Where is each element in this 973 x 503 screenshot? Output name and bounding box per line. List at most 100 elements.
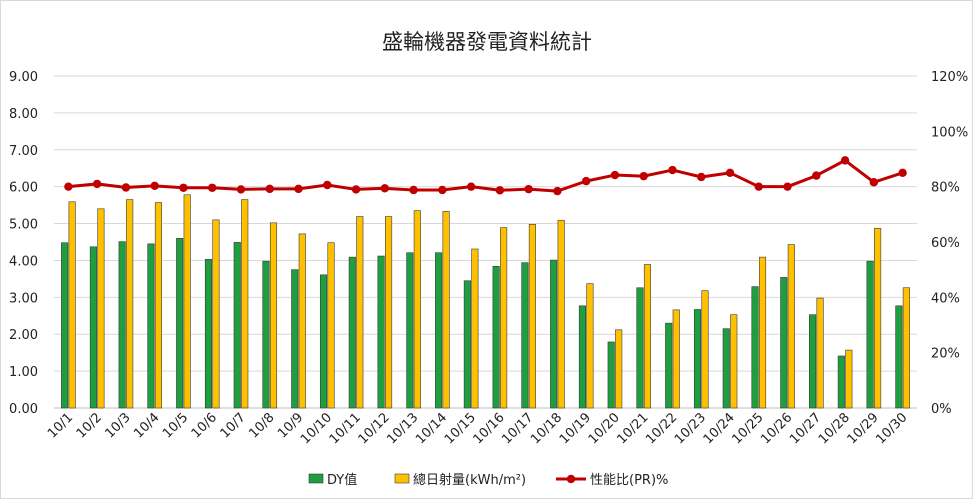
irradiance-bar: [758, 256, 767, 409]
dy-bar: [233, 242, 241, 409]
dy-bar: [866, 260, 874, 409]
irradiance-bar: [298, 233, 306, 409]
pr-point: [553, 186, 562, 196]
dy-bar: [147, 243, 155, 409]
dy-bar: [176, 238, 184, 409]
irradiance-bar: [154, 202, 162, 409]
pr-point: [812, 171, 821, 180]
pr-point: [92, 179, 102, 189]
irradiance-bar: [701, 290, 709, 409]
right-tick-label: 80%: [931, 181, 960, 196]
dy-bar: [550, 259, 558, 409]
right-axis-ticks: 0% 20% 40% 60% 80% 100% 120%: [931, 70, 968, 417]
right-tick-label: 60%: [931, 236, 960, 251]
dy-bar: [693, 309, 702, 409]
irradiance-bar: [442, 211, 450, 409]
irradiance-bar: [241, 199, 249, 409]
legend-swatch: [308, 473, 324, 484]
irradiance-bar: [672, 309, 680, 409]
irradiance-bar: [816, 297, 824, 409]
pr-point: [438, 185, 447, 195]
dy-bar: [492, 266, 500, 409]
irradiance-bar: [356, 216, 364, 409]
irradiance-bar: [586, 283, 594, 409]
dy-bar: [636, 287, 644, 409]
pr-point: [294, 184, 303, 194]
right-tick-label: 120%: [931, 70, 968, 85]
irradiance-bar: [787, 244, 795, 409]
legend-label: 性能比(PR)%: [590, 473, 668, 488]
dy-bar: [61, 242, 69, 409]
left-axis-ticks: 0.00 1.00 2.00 3.00 4.00 5.00 6.00 7.00 8.00 9.00: [9, 70, 38, 417]
irradiance-bar: [500, 227, 508, 409]
irradiance-bar: [212, 219, 220, 409]
legend-label: DY值: [327, 472, 357, 488]
pr-point: [351, 185, 361, 194]
irradiance-bar: [902, 287, 910, 409]
irradiance-bar: [413, 210, 421, 409]
pr-point: [150, 181, 159, 191]
chart-title: 盛輪機器發電資料統計: [382, 30, 592, 54]
irradiance-bar: [183, 194, 191, 409]
irradiance-bar: [528, 223, 536, 409]
bar-series: [61, 194, 910, 409]
dy-bar: [607, 341, 615, 409]
pr-point: [898, 168, 907, 178]
dy-bar: [837, 355, 845, 409]
irradiance-bar: [730, 314, 738, 409]
pr-point: [121, 183, 131, 192]
irradiance-bar: [557, 219, 565, 409]
pr-line: [68, 158, 904, 193]
dy-bar: [319, 274, 328, 409]
irradiance-bar: [126, 199, 134, 409]
left-tick-label: 1.00: [9, 365, 38, 380]
dy-bar: [262, 260, 270, 409]
dy-bar: [751, 286, 759, 409]
irradiance-bar: [471, 248, 479, 409]
left-tick-label: 7.00: [9, 144, 38, 159]
legend-label: 總日射量(kWh/m²): [413, 472, 526, 488]
left-tick-label: 4.00: [9, 254, 38, 269]
line-series: [64, 156, 907, 196]
dy-bar: [463, 280, 471, 409]
irradiance-bar: [269, 222, 278, 409]
dy-bar: [348, 256, 356, 409]
legend-swatch: [394, 473, 410, 484]
left-tick-label: 2.00: [9, 328, 38, 343]
pr-point: [725, 168, 735, 178]
left-tick-label: 0.00: [9, 402, 38, 417]
left-tick-label: 6.00: [9, 181, 38, 196]
dy-bar: [521, 262, 529, 409]
irradiance-bar: [874, 228, 882, 409]
dy-bar: [377, 255, 385, 409]
right-tick-label: 100%: [931, 125, 968, 140]
dy-bar: [722, 328, 730, 409]
pr-point: [265, 184, 274, 194]
legend: DY值 總日射量(kWh/m²) 性能比(PR)%: [308, 472, 668, 488]
pr-point: [697, 172, 706, 182]
left-tick-label: 8.00: [9, 107, 38, 122]
pr-point: [783, 182, 792, 191]
irradiance-bar: [615, 329, 623, 409]
dy-bar: [204, 259, 213, 409]
dy-bar: [406, 252, 414, 409]
left-tick-label: 3.00: [9, 291, 38, 306]
irradiance-bar: [643, 264, 652, 409]
irradiance-bar: [68, 201, 76, 409]
pr-point: [409, 185, 418, 195]
pr-point: [840, 156, 850, 165]
dy-bar: [665, 322, 673, 409]
dy-bar: [435, 252, 443, 409]
pr-point: [581, 176, 591, 186]
pr-point: [236, 185, 246, 194]
dy-bar: [809, 314, 817, 409]
right-tick-label: 40%: [931, 291, 960, 306]
left-tick-label: 9.00: [9, 70, 38, 85]
dy-bar: [118, 241, 126, 409]
dy-bar: [578, 305, 586, 409]
pr-point: [380, 184, 390, 193]
left-tick-label: 5.00: [9, 218, 38, 233]
legend-marker: [566, 474, 576, 484]
